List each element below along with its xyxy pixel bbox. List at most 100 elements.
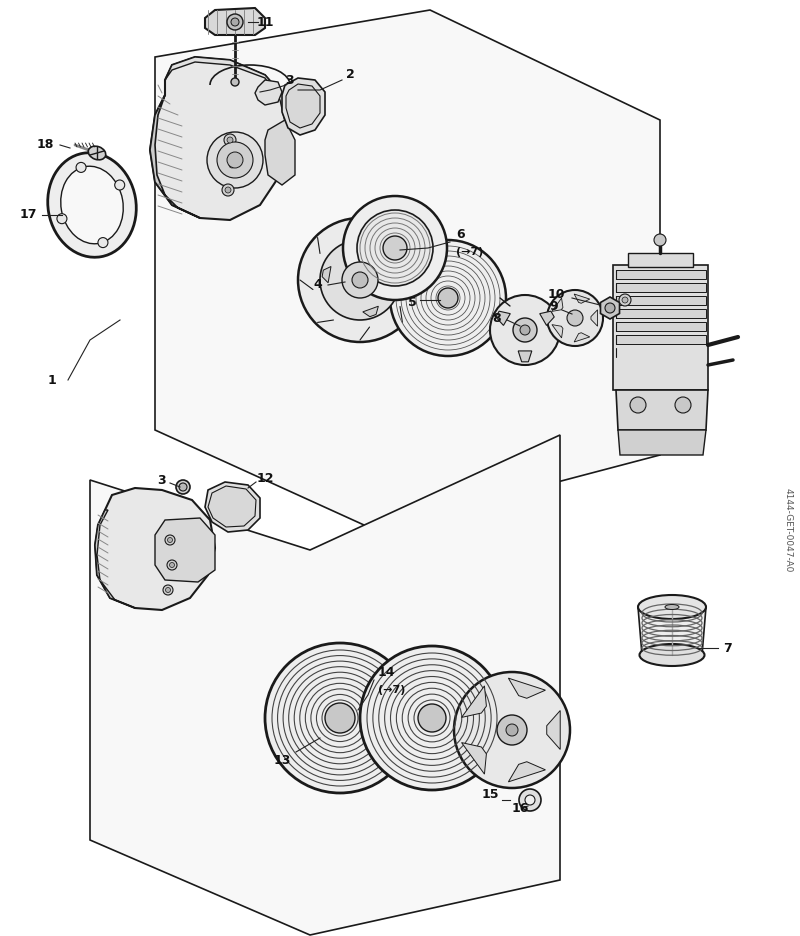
Circle shape xyxy=(630,397,646,413)
Circle shape xyxy=(170,563,174,567)
Polygon shape xyxy=(322,267,331,283)
Circle shape xyxy=(222,184,234,196)
Circle shape xyxy=(226,159,238,171)
Text: 15: 15 xyxy=(482,788,498,801)
Circle shape xyxy=(320,240,400,320)
Circle shape xyxy=(619,294,631,306)
Text: 4144-GET-0047-A0: 4144-GET-0047-A0 xyxy=(783,488,793,572)
Text: (→7): (→7) xyxy=(456,247,483,257)
Polygon shape xyxy=(616,296,706,305)
Circle shape xyxy=(519,789,541,811)
Circle shape xyxy=(176,480,190,494)
Circle shape xyxy=(654,234,666,246)
Polygon shape xyxy=(95,510,135,608)
Polygon shape xyxy=(616,390,708,430)
Text: 14: 14 xyxy=(378,665,395,679)
Polygon shape xyxy=(155,518,215,582)
Polygon shape xyxy=(496,311,510,326)
Polygon shape xyxy=(616,270,706,279)
Polygon shape xyxy=(205,8,265,35)
Circle shape xyxy=(163,585,173,595)
Circle shape xyxy=(114,180,125,190)
Text: 8: 8 xyxy=(493,312,502,325)
Polygon shape xyxy=(462,742,486,774)
Polygon shape xyxy=(616,309,706,318)
Polygon shape xyxy=(286,84,320,128)
Polygon shape xyxy=(265,120,295,185)
Text: 11: 11 xyxy=(256,16,274,28)
Ellipse shape xyxy=(638,595,706,619)
Polygon shape xyxy=(165,57,288,135)
Polygon shape xyxy=(574,294,590,303)
Circle shape xyxy=(438,288,458,308)
Circle shape xyxy=(166,588,170,592)
Circle shape xyxy=(343,196,447,300)
Circle shape xyxy=(229,162,235,168)
Circle shape xyxy=(227,14,243,30)
Ellipse shape xyxy=(665,605,679,609)
Circle shape xyxy=(217,142,253,178)
Circle shape xyxy=(525,795,535,805)
Text: 7: 7 xyxy=(724,641,732,654)
Polygon shape xyxy=(150,57,288,220)
Circle shape xyxy=(231,78,239,86)
Circle shape xyxy=(224,134,236,146)
Circle shape xyxy=(325,703,355,733)
Circle shape xyxy=(567,310,583,326)
Text: 10: 10 xyxy=(547,288,565,301)
Circle shape xyxy=(227,137,233,143)
Circle shape xyxy=(231,18,239,26)
Polygon shape xyxy=(255,80,282,105)
Polygon shape xyxy=(95,488,215,610)
Circle shape xyxy=(98,238,108,248)
Ellipse shape xyxy=(639,644,705,666)
Circle shape xyxy=(179,483,187,491)
Polygon shape xyxy=(552,325,563,338)
Circle shape xyxy=(360,646,504,790)
Polygon shape xyxy=(616,322,706,331)
Circle shape xyxy=(167,560,177,570)
Circle shape xyxy=(520,325,530,335)
Polygon shape xyxy=(90,435,560,935)
Text: 3: 3 xyxy=(286,74,294,86)
Circle shape xyxy=(490,295,560,365)
Circle shape xyxy=(227,152,243,168)
Text: 16: 16 xyxy=(511,801,529,814)
Polygon shape xyxy=(552,298,563,312)
Circle shape xyxy=(454,672,570,788)
Circle shape xyxy=(418,704,446,732)
Polygon shape xyxy=(618,430,706,455)
Circle shape xyxy=(265,643,415,793)
Polygon shape xyxy=(616,283,706,292)
Polygon shape xyxy=(574,332,590,342)
Polygon shape xyxy=(462,686,486,717)
Circle shape xyxy=(513,318,537,342)
Text: (→7): (→7) xyxy=(378,685,406,695)
Circle shape xyxy=(167,537,173,543)
Polygon shape xyxy=(540,311,554,326)
Polygon shape xyxy=(601,297,619,319)
Text: 5: 5 xyxy=(408,296,416,309)
Polygon shape xyxy=(150,80,200,218)
Circle shape xyxy=(506,724,518,736)
Polygon shape xyxy=(155,10,660,530)
Polygon shape xyxy=(282,78,325,135)
Ellipse shape xyxy=(48,153,136,257)
Circle shape xyxy=(342,262,378,298)
Polygon shape xyxy=(591,310,598,327)
Circle shape xyxy=(497,715,527,745)
Polygon shape xyxy=(205,482,260,532)
Polygon shape xyxy=(628,253,693,267)
Text: 12: 12 xyxy=(256,472,274,485)
Circle shape xyxy=(605,303,615,313)
Text: 1: 1 xyxy=(48,373,56,387)
Polygon shape xyxy=(638,607,706,655)
Circle shape xyxy=(352,272,368,288)
Polygon shape xyxy=(508,678,546,698)
Circle shape xyxy=(383,236,407,260)
Circle shape xyxy=(390,240,506,356)
Circle shape xyxy=(547,290,603,346)
Circle shape xyxy=(357,210,433,286)
Polygon shape xyxy=(616,335,706,344)
Circle shape xyxy=(622,297,628,303)
